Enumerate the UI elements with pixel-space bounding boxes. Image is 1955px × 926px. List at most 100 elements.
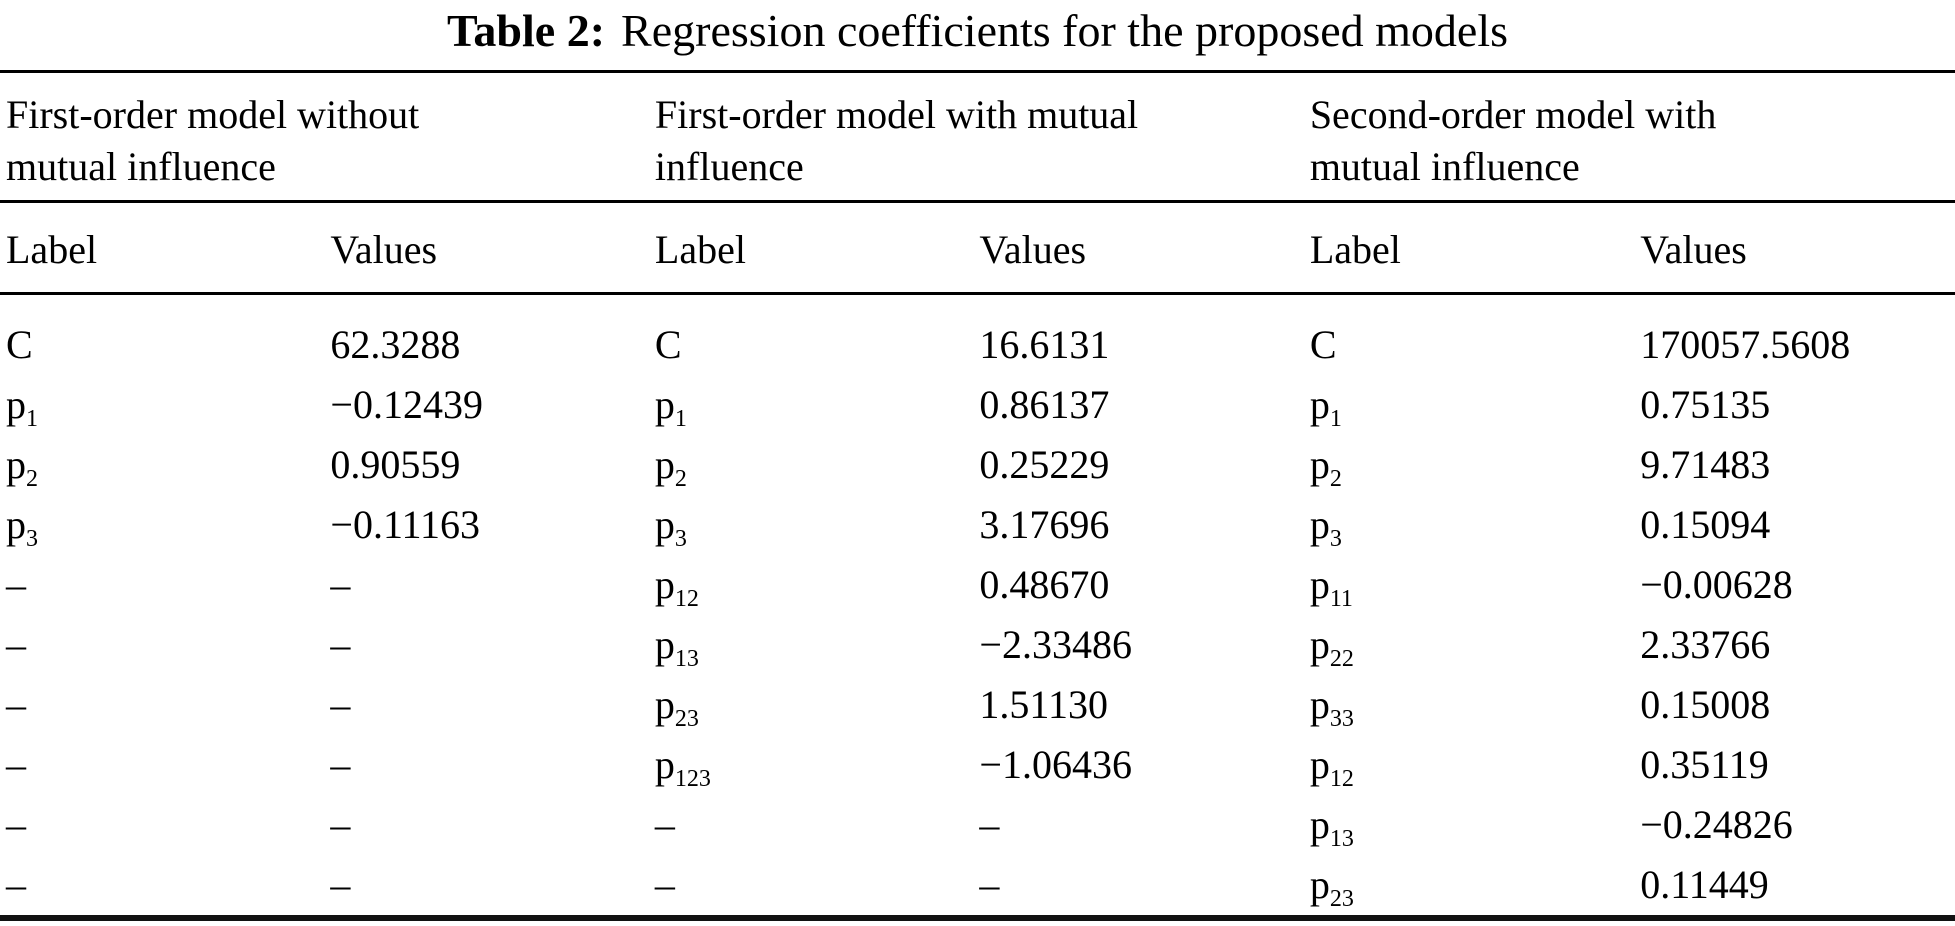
label-subscript: 33 — [1329, 706, 1354, 732]
cell-value: 170057.5608 — [1640, 322, 1851, 367]
cell-value: −0.11163 — [330, 502, 480, 547]
cell-label: p1 — [1309, 382, 1342, 432]
cell-value: −0.00628 — [1640, 562, 1793, 607]
cell-value: 0.15094 — [1640, 502, 1771, 547]
cell-label: p2 — [6, 442, 38, 492]
cell-value: 0.86137 — [979, 382, 1110, 427]
cell-label: – — [654, 802, 675, 847]
table-row: – – – – p23 0.11449 — [0, 855, 1955, 918]
table-row: – – – – p13 −0.24826 — [0, 795, 1955, 855]
cell-value: 0.11449 — [1640, 862, 1769, 907]
cell-value: 1.51130 — [979, 682, 1108, 727]
cell-value: – — [330, 682, 351, 727]
column-header-values-2: Values — [979, 227, 1087, 272]
cell-value: −1.06436 — [979, 742, 1132, 787]
cell-label: p1 — [6, 382, 38, 432]
cell-value: – — [330, 862, 351, 907]
label-subscript: 13 — [1329, 826, 1354, 852]
column-header-label-3: Label — [1309, 227, 1401, 272]
cell-value: 0.90559 — [330, 442, 461, 487]
cell-label: – — [654, 862, 675, 907]
cell-label: – — [6, 682, 26, 727]
table-header: First-order model without mutual influen… — [0, 72, 1955, 294]
cell-label: – — [6, 802, 26, 847]
cell-value: 0.35119 — [1640, 742, 1769, 787]
cell-label: p12 — [654, 562, 699, 612]
cell-value: −0.12439 — [330, 382, 483, 427]
cell-label: p23 — [654, 682, 699, 732]
table-row: p2 0.90559 p2 0.25229 p2 9.71483 — [0, 435, 1955, 495]
cell-label: p123 — [654, 742, 711, 792]
table-caption: Table 2: Regression coefficients for the … — [0, 0, 1955, 70]
label-subscript: 1 — [674, 406, 687, 432]
cell-value: 16.6131 — [979, 322, 1110, 367]
cell-label: p2 — [1309, 442, 1342, 492]
table-caption-text: Regression coefficients for the proposed… — [621, 5, 1509, 56]
cell-label: p33 — [1309, 682, 1354, 732]
cell-label: p23 — [1309, 862, 1354, 912]
label-subscript: 12 — [1329, 766, 1354, 792]
cell-label: p11 — [1309, 562, 1353, 612]
cell-label: p22 — [1309, 622, 1354, 672]
cell-value: 0.15008 — [1640, 682, 1771, 727]
label-subscript: 3 — [674, 526, 687, 552]
cell-value: −2.33486 — [979, 622, 1132, 667]
cell-value: – — [979, 802, 1000, 847]
column-header-label-2: Label — [654, 227, 746, 272]
label-subscript: 3 — [1329, 526, 1342, 552]
cell-label: – — [6, 562, 26, 607]
cell-value: – — [979, 862, 1000, 907]
label-subscript: 13 — [674, 646, 699, 672]
cell-value: 9.71483 — [1640, 442, 1771, 487]
cell-value: 2.33766 — [1640, 622, 1771, 667]
cell-label: p3 — [654, 502, 687, 552]
cell-label: p1 — [654, 382, 687, 432]
column-header-row: Label Values Label Values Label Values — [0, 202, 1955, 294]
cell-label: p3 — [1309, 502, 1342, 552]
table-row: – – p123 −1.06436 p12 0.35119 — [0, 735, 1955, 795]
group-header-second-order-with: Second-order model with mutual influence — [1309, 92, 1717, 189]
group-header-row: First-order model without mutual influen… — [0, 72, 1955, 202]
label-subscript: 2 — [1329, 466, 1342, 492]
label-subscript: 3 — [26, 526, 38, 552]
cell-value: – — [330, 622, 351, 667]
cell-label: C — [6, 322, 33, 367]
cell-label: – — [6, 862, 26, 907]
label-subscript: 2 — [674, 466, 687, 492]
cell-value: 62.3288 — [330, 322, 461, 367]
label-subscript: 123 — [674, 766, 711, 792]
cell-label: p2 — [654, 442, 687, 492]
regression-coefficients-table: First-order model without mutual influen… — [0, 70, 1955, 921]
table-row: – – p13 −2.33486 p22 2.33766 — [0, 615, 1955, 675]
cell-label: p3 — [6, 502, 38, 552]
label-subscript: 1 — [26, 406, 38, 432]
label-subscript: 11 — [1329, 586, 1353, 612]
table-row: – – p12 0.48670 p11 −0.00628 — [0, 555, 1955, 615]
column-header-values-1: Values — [330, 227, 438, 272]
table-body: C 62.3288 C 16.6131 C 170057.5608 p1 −0.12439 p1… — [0, 294, 1955, 919]
group-header-first-order-with: First-order model with mutual influence — [654, 92, 1139, 189]
label-subscript: 1 — [1329, 406, 1342, 432]
cell-label: – — [6, 742, 26, 787]
cell-label: p13 — [1309, 802, 1354, 852]
cell-label: C — [654, 322, 682, 367]
group-header-first-order-without: First-order model without mutual influen… — [6, 92, 420, 189]
cell-value: 3.17696 — [979, 502, 1110, 547]
cell-value: – — [330, 742, 351, 787]
table-row: p1 −0.12439 p1 0.86137 p1 0.75135 — [0, 375, 1955, 435]
cell-value: – — [330, 802, 351, 847]
label-subscript: 12 — [674, 586, 699, 612]
cell-label: p12 — [1309, 742, 1354, 792]
column-header-label-1: Label — [6, 227, 98, 272]
cell-value: 0.48670 — [979, 562, 1110, 607]
label-subscript: 22 — [1329, 646, 1354, 672]
cell-label: – — [6, 622, 26, 667]
cell-value: – — [330, 562, 351, 607]
cell-value: −0.24826 — [1640, 802, 1793, 847]
column-header-values-3: Values — [1640, 227, 1747, 272]
label-subscript: 23 — [674, 706, 699, 732]
table-row: p3 −0.11163 p3 3.17696 p3 0.15094 — [0, 495, 1955, 555]
cell-value: 0.75135 — [1640, 382, 1771, 427]
label-subscript: 2 — [26, 466, 38, 492]
